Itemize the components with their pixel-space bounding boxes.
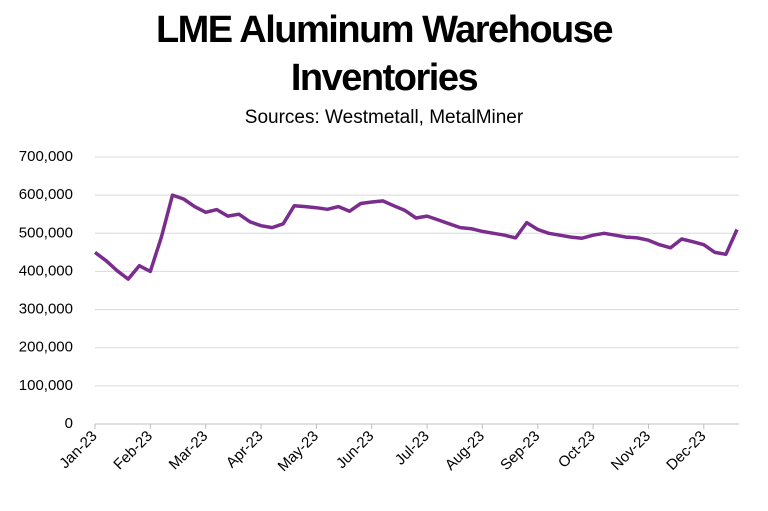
y-tick-label: 500,000 bbox=[19, 224, 73, 241]
chart-subtitle: Sources: Westmetall, MetalMiner bbox=[244, 107, 524, 128]
x-tick-label: Sep-23 bbox=[497, 428, 543, 474]
x-tick-label: Jun-23 bbox=[333, 428, 377, 472]
x-tick-label: Jul-23 bbox=[392, 428, 433, 469]
data-line bbox=[93, 193, 739, 281]
y-tick-label: 300,000 bbox=[19, 301, 73, 318]
x-tick-label: Apr-23 bbox=[223, 428, 267, 472]
x-tick-label: Dec-23 bbox=[663, 428, 709, 474]
x-tick-label: Mar-23 bbox=[166, 428, 212, 474]
x-tick-label: Nov-23 bbox=[608, 428, 654, 474]
chart-title: LME Aluminum Warehouse Inventories bbox=[155, 9, 614, 99]
y-tick-label: 200,000 bbox=[19, 339, 73, 356]
y-tick-label: 700,000 bbox=[19, 148, 73, 165]
y-tick-label: 0 bbox=[65, 415, 73, 432]
y-tick-label: 600,000 bbox=[19, 186, 73, 203]
x-tick-label: Feb-23 bbox=[110, 428, 156, 474]
x-tick-label: Oct-23 bbox=[555, 428, 599, 472]
y-tick-label: 400,000 bbox=[19, 262, 73, 279]
x-tick-label: Aug-23 bbox=[442, 428, 488, 474]
y-tick-label: 100,000 bbox=[19, 377, 73, 394]
x-tick-label: May-23 bbox=[275, 428, 322, 475]
x-tick-label: Jan-23 bbox=[56, 428, 100, 472]
